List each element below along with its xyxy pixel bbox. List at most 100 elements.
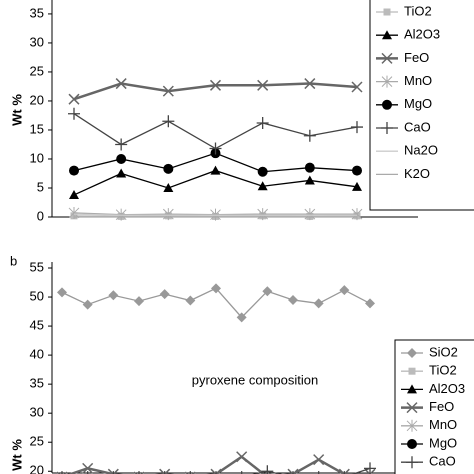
- marker: [343, 471, 345, 474]
- marker: [189, 471, 191, 474]
- marker: [210, 165, 221, 175]
- marker: [210, 468, 222, 474]
- marker: [115, 138, 128, 151]
- marker: [351, 121, 363, 134]
- marker: [116, 153, 127, 164]
- legend-label: Na2O: [404, 143, 438, 158]
- marker: [159, 468, 171, 474]
- marker: [82, 462, 94, 474]
- marker: [257, 166, 268, 177]
- marker: [69, 189, 79, 199]
- y-tick-label: 40: [30, 347, 44, 362]
- marker: [87, 471, 89, 474]
- marker: [382, 30, 392, 40]
- plot: [68, 78, 363, 221]
- marker: [352, 165, 362, 176]
- marker: [406, 402, 418, 414]
- marker: [364, 468, 376, 474]
- legend-box: [394, 339, 474, 474]
- legend-label: SiO2: [429, 344, 458, 359]
- annotation: pyroxene composition: [192, 372, 318, 387]
- legend-label: MgO: [404, 96, 432, 111]
- marker: [406, 456, 418, 469]
- marker: [257, 79, 269, 91]
- marker: [381, 75, 393, 88]
- marker: [241, 471, 243, 474]
- marker: [134, 296, 144, 307]
- y-tick-label: 45: [30, 318, 44, 333]
- legend-label: FeO: [404, 50, 429, 65]
- y-tick-label: 20: [30, 92, 44, 107]
- marker: [162, 115, 175, 128]
- marker: [351, 81, 363, 93]
- marker: [364, 462, 376, 474]
- marker: [107, 468, 119, 474]
- marker: [304, 78, 316, 90]
- marker: [288, 294, 298, 305]
- series-line: [73, 213, 357, 216]
- marker: [304, 175, 315, 185]
- marker: [352, 181, 362, 191]
- y-tick-label: 10: [30, 150, 44, 165]
- marker: [303, 129, 316, 142]
- marker: [163, 163, 174, 174]
- marker: [408, 367, 416, 375]
- marker: [287, 468, 299, 474]
- y-tick-label: 5: [37, 179, 44, 194]
- marker: [313, 298, 324, 309]
- panel-label: b: [10, 253, 17, 268]
- marker: [209, 79, 222, 91]
- y-axis-label: Wt %: [9, 94, 24, 126]
- marker: [304, 162, 315, 173]
- marker: [61, 471, 63, 474]
- marker: [339, 285, 350, 296]
- marker: [313, 454, 325, 466]
- y-tick-label: 0: [37, 208, 44, 223]
- legend-label: FeO: [429, 399, 454, 414]
- legend-label: TiO2: [429, 363, 457, 378]
- y-tick-label: 30: [30, 34, 44, 49]
- marker: [381, 122, 393, 134]
- legend-label: CaO: [404, 119, 431, 134]
- marker: [138, 471, 140, 474]
- marker: [108, 290, 119, 301]
- marker: [236, 312, 247, 323]
- marker: [261, 465, 274, 474]
- marker: [116, 168, 127, 178]
- legend-label: MnO: [429, 417, 457, 432]
- legend-label: Al2O3: [429, 381, 465, 396]
- marker: [82, 299, 93, 310]
- marker: [407, 439, 417, 449]
- marker: [381, 52, 393, 64]
- marker: [338, 468, 350, 474]
- marker: [318, 471, 320, 474]
- y-tick-label: 15: [30, 121, 44, 136]
- marker: [115, 78, 127, 90]
- marker: [162, 85, 174, 97]
- marker: [365, 298, 375, 309]
- y-tick-label: 20: [30, 463, 44, 474]
- marker: [163, 182, 174, 192]
- y-axis-label: Wt %: [9, 439, 24, 471]
- legend-label: K2O: [404, 166, 430, 181]
- marker: [68, 107, 80, 120]
- marker: [292, 471, 294, 474]
- y-tick-label: 55: [30, 259, 44, 274]
- marker: [112, 471, 114, 474]
- marker: [185, 295, 196, 306]
- marker: [256, 117, 269, 130]
- y-tick-label: 50: [30, 288, 44, 303]
- marker: [57, 287, 67, 298]
- y-tick-label: 25: [30, 63, 44, 78]
- marker: [159, 289, 170, 300]
- y-tick-label: 25: [30, 434, 44, 449]
- marker: [68, 93, 80, 105]
- legend-label: MgO: [429, 435, 457, 450]
- marker: [215, 471, 217, 474]
- marker: [406, 419, 418, 432]
- legend-label: MnO: [404, 73, 432, 88]
- y-tick-label: 35: [30, 5, 44, 20]
- legend-label: CaO: [429, 454, 456, 469]
- legend-label: TiO2: [404, 3, 432, 18]
